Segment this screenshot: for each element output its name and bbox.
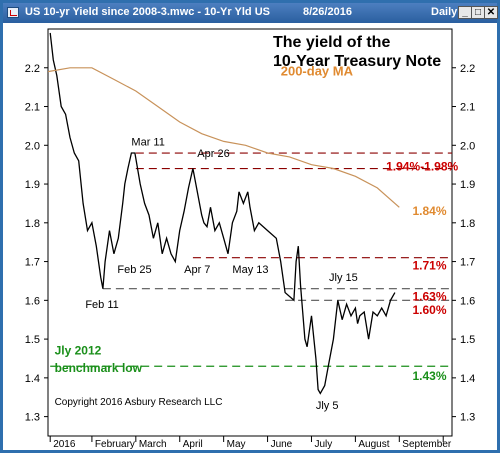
window-title: US 10-yr Yield since 2008-3.mwc - 10-Yr … xyxy=(25,6,270,18)
y-tick-label-left: 2.2 xyxy=(25,63,40,75)
period-label: Daily xyxy=(431,6,458,18)
plot-frame xyxy=(47,28,453,437)
x-tick-label: February xyxy=(95,439,135,450)
y-tick-label-left: 1.6 xyxy=(25,295,40,307)
x-tick-label: July xyxy=(314,439,332,450)
y-tick-label-left: 2.1 xyxy=(25,102,40,114)
x-tick-label: May xyxy=(227,439,246,450)
x-tick-label: August xyxy=(358,439,389,450)
maximize-button[interactable]: □ xyxy=(471,6,485,19)
ma-series-line xyxy=(47,67,400,208)
y-tick-label-left: 1.7 xyxy=(25,257,40,269)
chart-annotation: 1.84% xyxy=(412,204,446,218)
chart-area: 1.3 1.3 1.4 1.4 1.5 1.5 1.6 1.6 1.7 1.7 1.8 1.8 1.9 1… xyxy=(3,23,497,450)
y-tick-label-right: 2.2 xyxy=(460,63,475,75)
close-button[interactable]: ✕ xyxy=(484,6,498,19)
title-bar[interactable]: US 10-yr Yield since 2008-3.mwc - 10-Yr … xyxy=(3,3,498,23)
chart-annotation: 1.43% xyxy=(412,369,446,383)
x-tick-label: 2016 xyxy=(53,439,76,450)
yield-chart: 1.3 1.31.4 1.41.5 1.51.6 1.61.7 1.71.8 1.81.9 1… xyxy=(25,28,475,450)
chart-annotation: Copyright 2016 Asbury Research LLC xyxy=(55,397,223,408)
x-tick-label: March xyxy=(139,439,167,450)
chart-annotation: Apr 26 xyxy=(197,148,229,160)
y-tick-label-left: 1.3 xyxy=(25,412,40,424)
y-tick-label-left: 1.8 xyxy=(25,218,40,230)
yield-series-line xyxy=(49,32,396,395)
y-tick-label-right: 1.8 xyxy=(460,218,475,230)
chart-annotation: Mar 11 xyxy=(131,136,164,148)
chart-annotation: Feb 11 xyxy=(85,299,118,311)
window-date: 8/26/2016 xyxy=(303,6,352,18)
y-tick-label-left: 1.4 xyxy=(25,373,40,385)
chart-annotation: May 13 xyxy=(232,264,268,276)
minimize-button[interactable]: _ xyxy=(458,6,472,19)
chart-title: The yield of the xyxy=(273,34,390,51)
y-tick-label-right: 1.3 xyxy=(460,412,475,424)
chart-app-icon xyxy=(7,7,19,18)
x-tick-label: September xyxy=(402,439,452,450)
chart-title: 10-Year Treasury Note xyxy=(273,53,441,70)
y-tick-label-left: 1.5 xyxy=(25,334,40,346)
y-tick-label-right: 1.9 xyxy=(460,179,475,191)
y-tick-label-right: 2.0 xyxy=(460,140,475,152)
y-tick-label-left: 2.0 xyxy=(25,140,40,152)
chart-annotation: 200-day MA xyxy=(281,64,354,79)
chart-annotation: benchmark low xyxy=(55,361,143,375)
chart-annotation: 1.63% xyxy=(412,289,446,303)
y-tick-label-right: 1.4 xyxy=(460,373,475,385)
chart-annotation: Jly 2012 xyxy=(55,344,102,358)
chart-annotation: 1.60% xyxy=(412,303,446,317)
y-tick-label-right: 1.6 xyxy=(460,295,475,307)
x-tick-label: April xyxy=(183,439,203,450)
chart-annotation: Apr 7 xyxy=(184,264,210,276)
chart-annotation: 1.71% xyxy=(412,258,446,272)
y-tick-label-left: 1.9 xyxy=(25,179,40,191)
chart-annotation: Feb 25 xyxy=(117,264,151,276)
chart-annotation: Jly 15 xyxy=(329,272,358,284)
y-tick-label-right: 1.5 xyxy=(460,334,475,346)
y-tick-label-right: 1.7 xyxy=(460,257,475,269)
chart-annotation: Jly 5 xyxy=(316,400,339,412)
x-tick-label: June xyxy=(271,439,293,450)
y-tick-label-right: 2.1 xyxy=(460,102,475,114)
chart-annotation: 1.94%-1.98% xyxy=(386,159,458,173)
